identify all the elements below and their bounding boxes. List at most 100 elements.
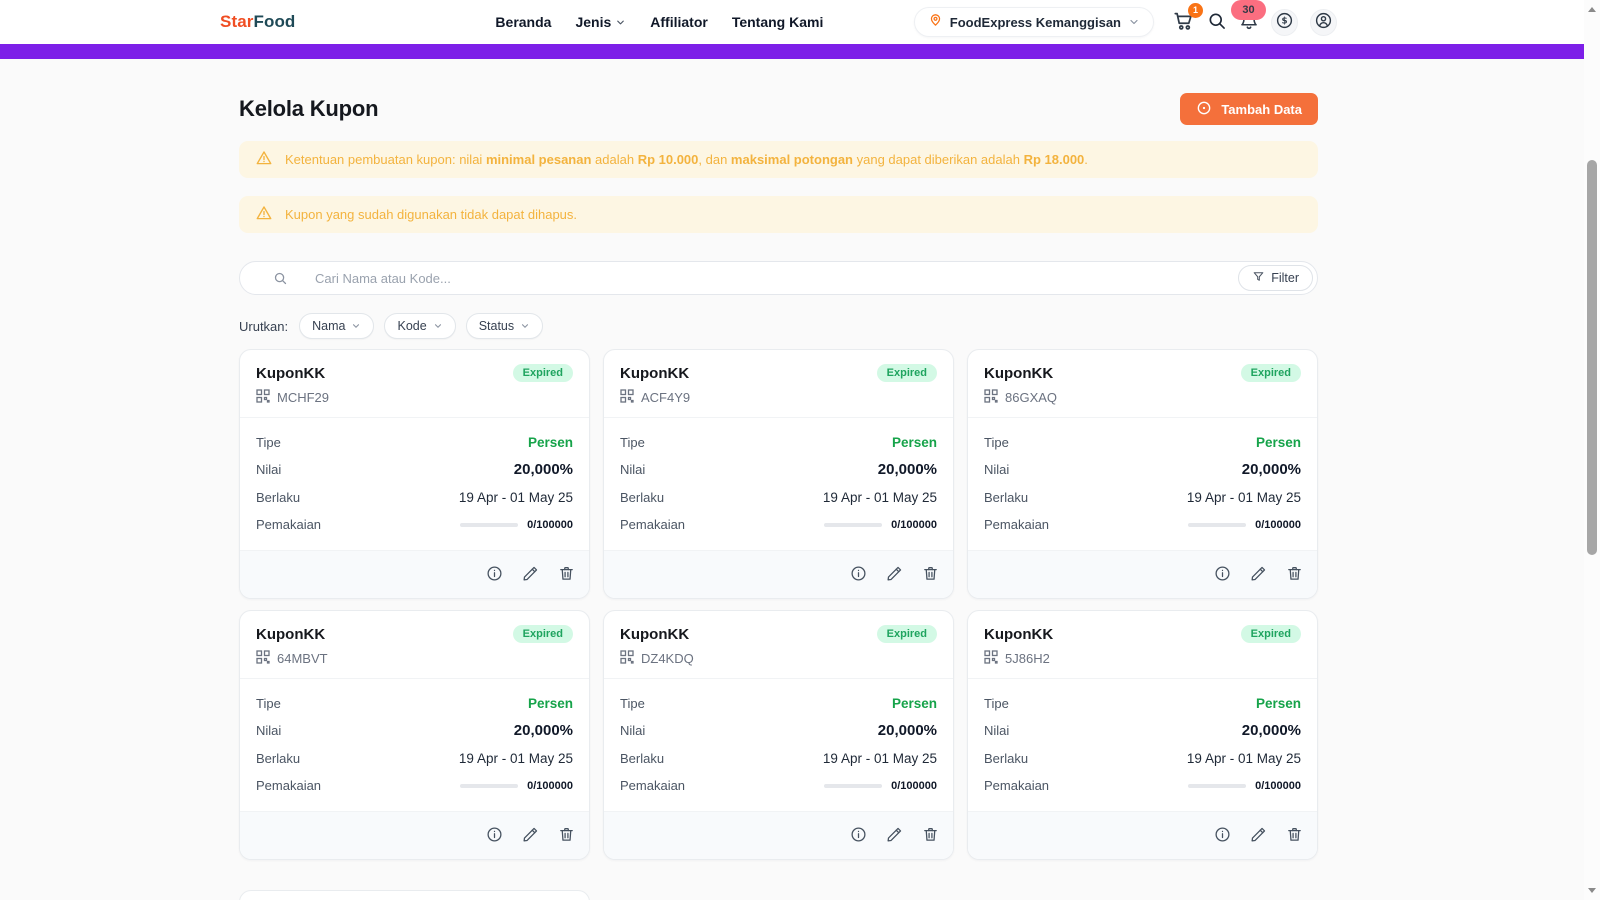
edit-button[interactable]: [886, 826, 903, 846]
coupon-code: 86GXAQ: [1005, 390, 1058, 405]
coupon-card: KuponKK Expired 86GXAQ Tipe Persen Nilai…: [967, 349, 1318, 599]
notice-text: Kupon yang sudah digunakan tidak dapat d…: [285, 207, 578, 222]
user-icon: [1314, 11, 1333, 33]
info-button[interactable]: [850, 565, 867, 585]
edit-button[interactable]: [1250, 565, 1267, 585]
coupon-card: KuponKK Expired 64MBVT Tipe Persen Nilai…: [239, 610, 590, 860]
field-label-tipe: Tipe: [256, 434, 281, 450]
nav-item-tentang-kami[interactable]: Tentang Kami: [731, 14, 824, 30]
coupon-card-footer: [604, 811, 953, 859]
page-title: Kelola Kupon: [239, 96, 379, 121]
nav-item-affiliator[interactable]: Affiliator: [650, 14, 708, 30]
field-label-pemakaian: Pemakaian: [984, 778, 1050, 794]
wallet-button[interactable]: $: [1271, 8, 1298, 36]
field-label-pemakaian: Pemakaian: [256, 517, 322, 533]
status-badge: Expired: [876, 364, 937, 382]
sort-pill-nama[interactable]: Nama: [299, 313, 375, 339]
location-label: FoodExpress Kemanggisan: [949, 14, 1121, 30]
edit-button[interactable]: [886, 565, 903, 585]
nav-item-beranda[interactable]: Beranda: [495, 14, 552, 30]
field-label-pemakaian: Pemakaian: [984, 517, 1050, 533]
edit-button[interactable]: [1250, 826, 1267, 846]
coupon-type-value: Persen: [1255, 695, 1301, 711]
info-button[interactable]: [486, 826, 503, 846]
warning-icon: [255, 204, 273, 225]
coupon-type-value: Persen: [527, 434, 573, 450]
notice-banner-rules: Ketentuan pembuatan kupon: nilai minimal…: [239, 141, 1318, 178]
info-icon: [1214, 826, 1231, 846]
coupon-valid-range: 19 Apr - 01 May 25: [1186, 489, 1301, 505]
delete-button[interactable]: [922, 565, 939, 585]
coupon-card-body: Tipe Persen Nilai 20,000% Berlaku 19 Apr…: [240, 418, 589, 550]
field-label-tipe: Tipe: [984, 695, 1009, 711]
scrollbar-arrow-up[interactable]: [1588, 7, 1596, 12]
add-data-button[interactable]: Tambah Data: [1180, 93, 1318, 125]
main-nav: Beranda Jenis Affiliator Tentang Kami: [495, 14, 823, 30]
field-label-nilai: Nilai: [984, 462, 1010, 478]
delete-button[interactable]: [558, 565, 575, 585]
search-button[interactable]: [1207, 11, 1227, 34]
edit-button[interactable]: [522, 565, 539, 585]
status-badge: Expired: [512, 625, 573, 643]
notification-badge: 30: [1231, 0, 1266, 20]
cart-icon: [1173, 10, 1195, 35]
coupon-card: KuponKK Expired 5J86H2 Tipe Persen Nilai…: [967, 610, 1318, 860]
field-label-berlaku: Berlaku: [620, 750, 665, 766]
status-badge: Expired: [512, 364, 573, 382]
chevron-down-icon: [351, 321, 361, 331]
brand-logo[interactable]: StarFood: [220, 12, 295, 32]
info-button[interactable]: [486, 565, 503, 585]
location-selector[interactable]: FoodExpress Kemanggisan: [913, 7, 1154, 37]
pencil-icon: [1250, 565, 1267, 585]
info-icon: [1214, 565, 1231, 585]
coupon-code: DZ4KDQ: [641, 651, 694, 666]
sort-pill-status[interactable]: Status: [465, 313, 544, 339]
account-button[interactable]: [1310, 8, 1337, 36]
coupon-card-partial: [239, 890, 590, 900]
field-label-tipe: Tipe: [984, 434, 1009, 450]
coupon-card-header: KuponKK Expired DZ4KDQ: [604, 611, 953, 679]
coupon-type-value: Persen: [891, 434, 937, 450]
trash-icon: [922, 565, 939, 585]
coupon-value: 20,000%: [1241, 461, 1301, 479]
scrollbar-thumb[interactable]: [1587, 160, 1597, 555]
coupon-usage: 0/100000: [891, 779, 937, 792]
coupon-usage: 0/100000: [1255, 779, 1301, 792]
notifications-button[interactable]: 30: [1231, 0, 1266, 34]
sort-pill-kode[interactable]: Kode: [384, 313, 456, 339]
field-label-pemakaian: Pemakaian: [256, 778, 322, 794]
info-button[interactable]: [1214, 565, 1231, 585]
info-button[interactable]: [850, 826, 867, 846]
nav-item-jenis[interactable]: Jenis: [575, 14, 626, 30]
coupon-value: 20,000%: [877, 722, 937, 740]
coupon-card-header: KuponKK Expired ACF4Y9: [604, 350, 953, 418]
coupon-card-footer: [604, 550, 953, 598]
delete-button[interactable]: [558, 826, 575, 846]
cart-button[interactable]: 1: [1173, 2, 1203, 35]
filter-button[interactable]: Filter: [1238, 265, 1313, 291]
edit-button[interactable]: [522, 826, 539, 846]
brand-logo-food: Food: [253, 12, 296, 31]
delete-button[interactable]: [1286, 565, 1303, 585]
delete-button[interactable]: [922, 826, 939, 846]
coupon-value: 20,000%: [513, 461, 573, 479]
scrollbar-arrow-down[interactable]: [1588, 888, 1596, 893]
field-label-nilai: Nilai: [984, 723, 1010, 739]
coupon-card-body: Tipe Persen Nilai 20,000% Berlaku 19 Apr…: [240, 679, 589, 811]
cart-badge: 1: [1188, 2, 1203, 18]
field-label-berlaku: Berlaku: [620, 489, 665, 505]
qr-code-icon: [256, 650, 270, 667]
status-badge: Expired: [1240, 625, 1301, 643]
coupon-name: KuponKK: [984, 625, 1054, 643]
search-input[interactable]: [315, 270, 1239, 286]
coupon-card: KuponKK Expired ACF4Y9 Tipe Persen Nilai…: [603, 349, 954, 599]
delete-button[interactable]: [1286, 826, 1303, 846]
field-label-pemakaian: Pemakaian: [620, 778, 686, 794]
coupon-value: 20,000%: [877, 461, 937, 479]
coupon-name: KuponKK: [984, 364, 1054, 382]
info-icon: [486, 826, 503, 846]
page-header: Kelola Kupon Tambah Data: [239, 93, 1318, 125]
coupon-card-header: KuponKK Expired 64MBVT: [240, 611, 589, 679]
coupon-grid: KuponKK Expired MCHF29 Tipe Persen Nilai…: [239, 349, 1318, 860]
info-button[interactable]: [1214, 826, 1231, 846]
